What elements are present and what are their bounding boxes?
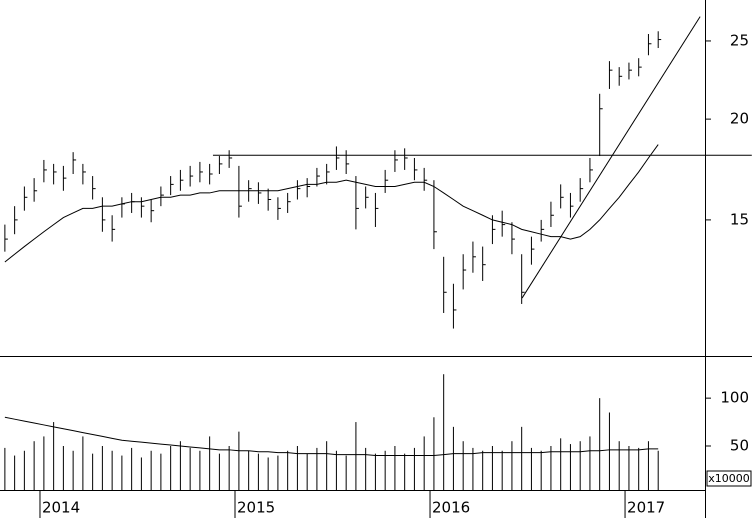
trend-line	[521, 16, 701, 299]
unit-box	[706, 470, 752, 487]
x-tick-label: 2015	[237, 499, 275, 517]
x-tick-label: 2016	[432, 499, 470, 517]
y-tick-label: 15	[730, 210, 749, 228]
x-tick-label: 2014	[42, 499, 80, 517]
y-tick-label: 25	[730, 31, 749, 49]
x-tick-label: 2017	[627, 499, 665, 517]
unit-label: x10000	[708, 472, 750, 485]
y-tick-label: 20	[730, 110, 749, 128]
y-tick-label: 50	[730, 436, 749, 454]
y-tick-label: 100	[720, 389, 749, 407]
volume-moving-average	[4, 416, 659, 457]
moving-average	[4, 144, 659, 263]
